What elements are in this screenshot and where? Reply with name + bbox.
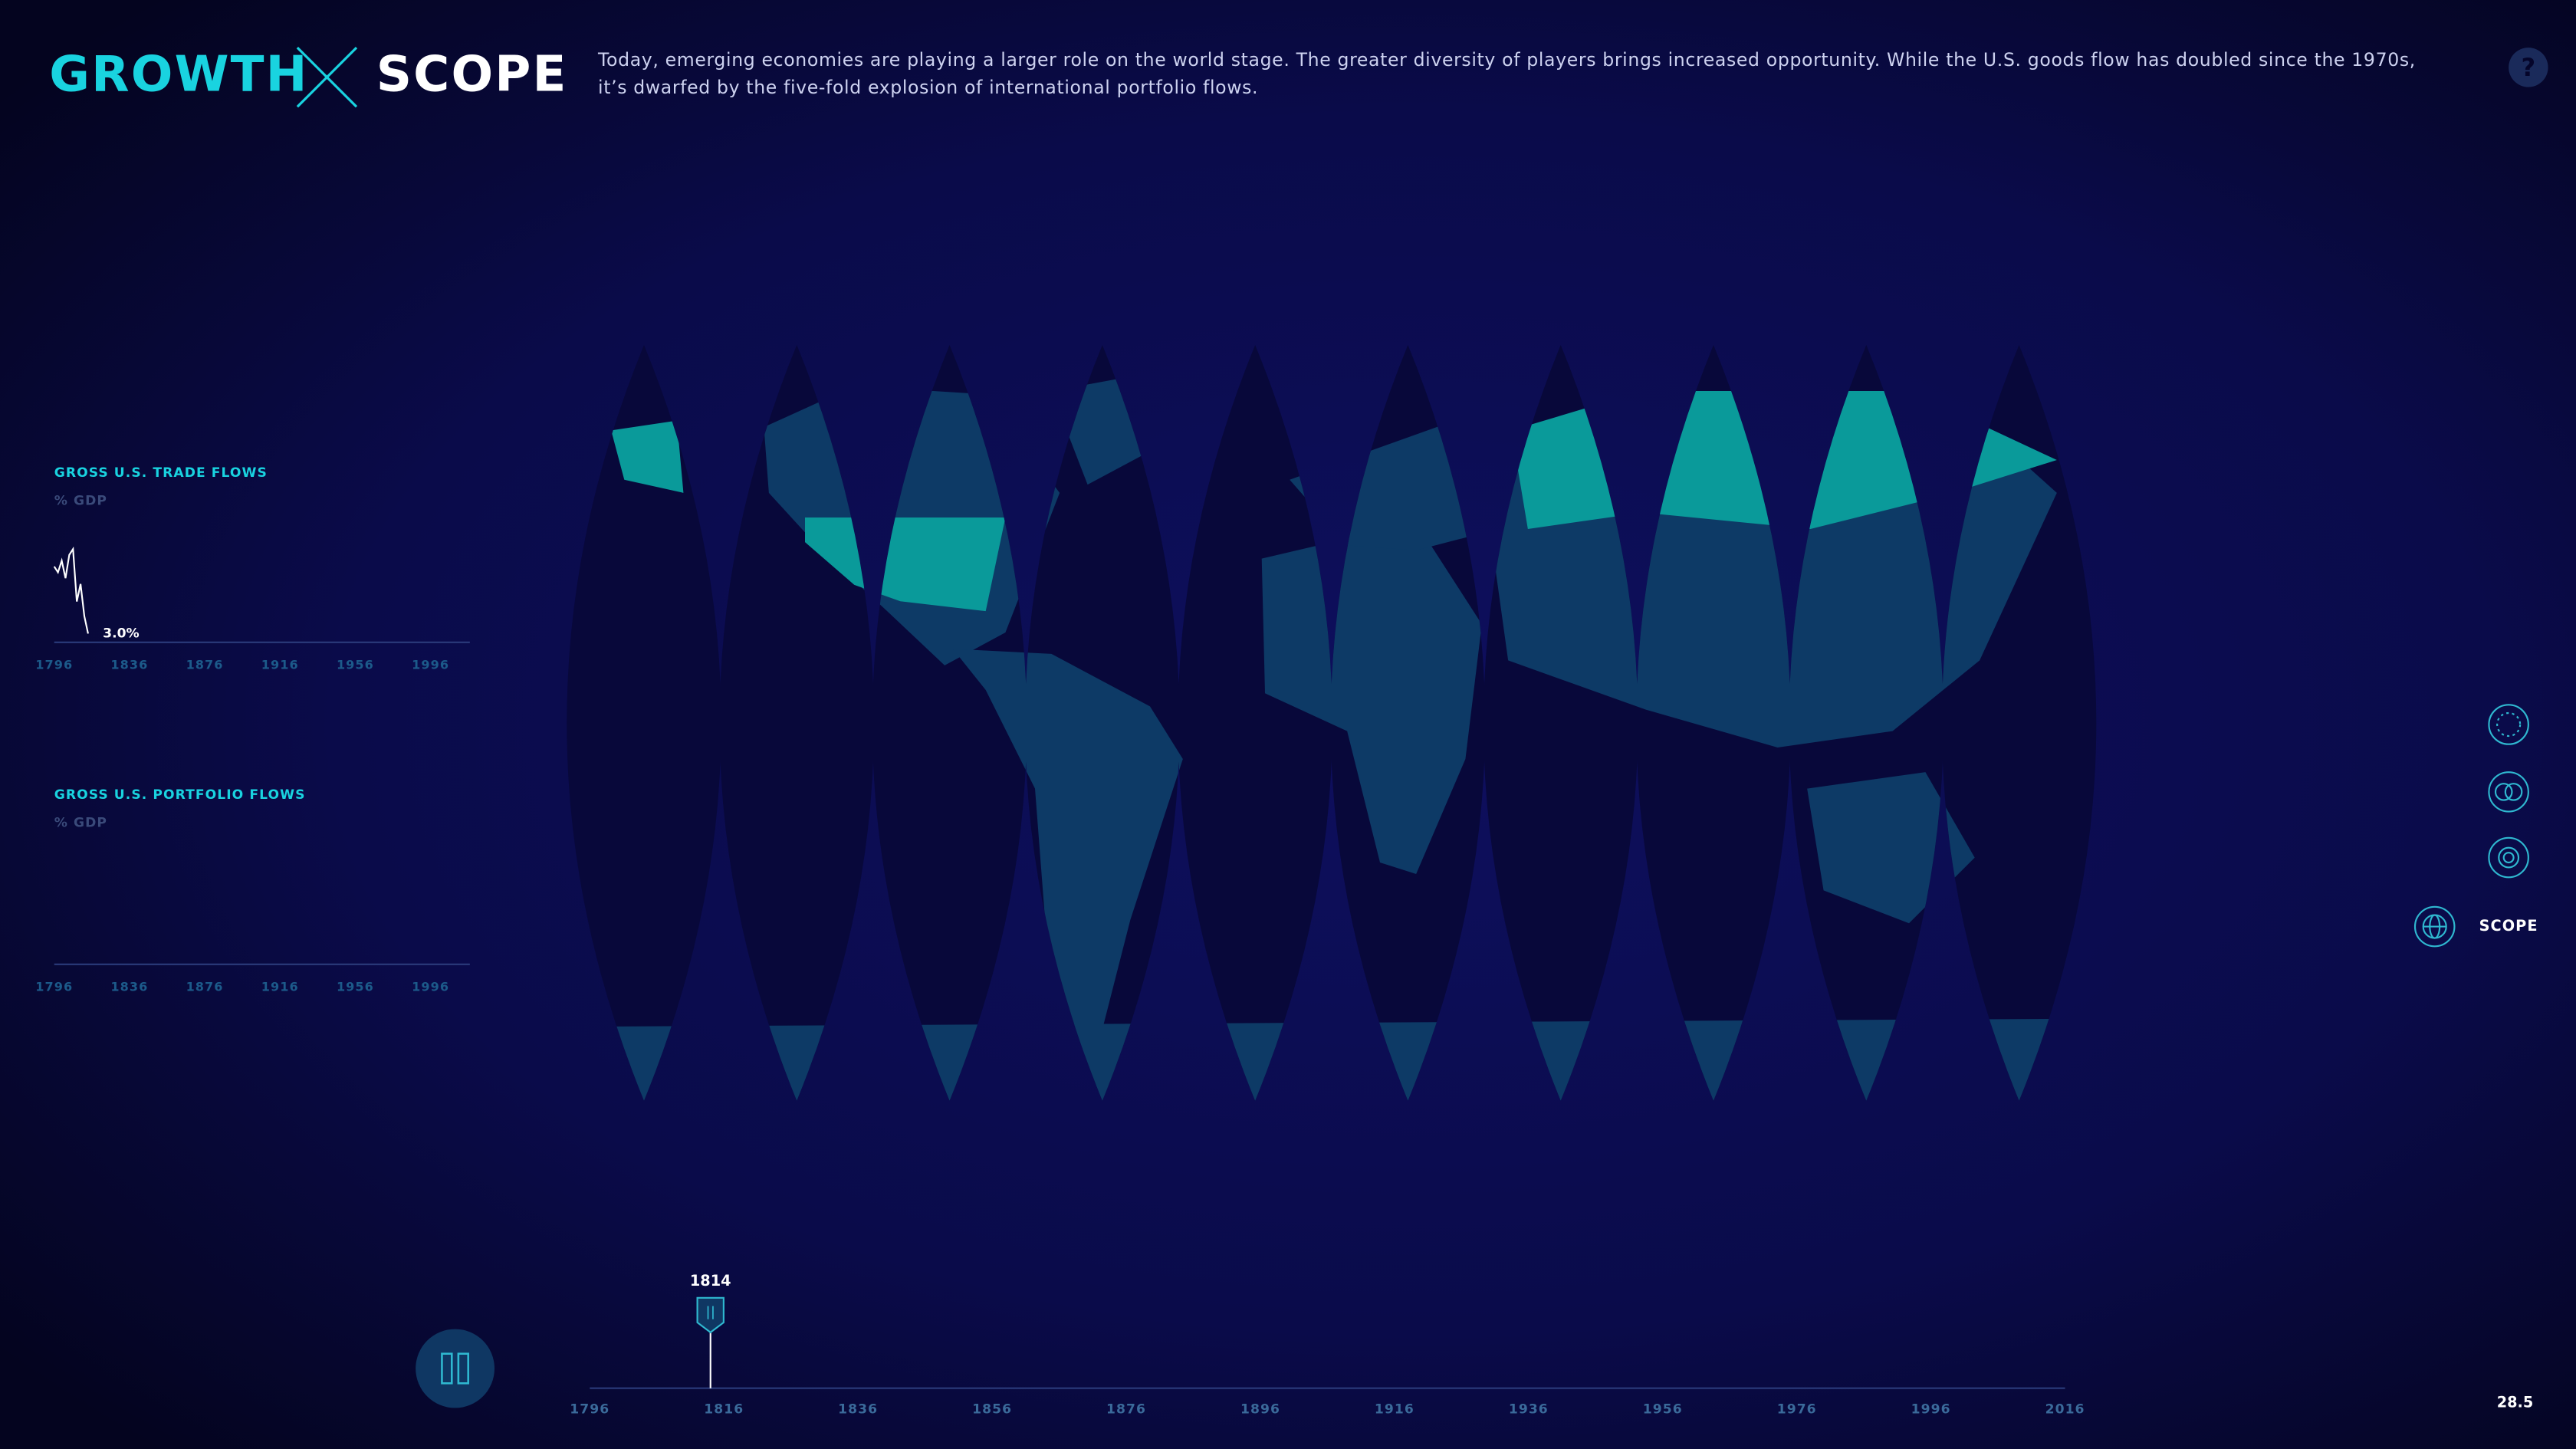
nav-icon (2494, 783, 2513, 801)
map-gore (1178, 345, 1332, 1101)
chart-subtitle: % GDP (54, 816, 107, 831)
x-tick-label: 1876 (186, 657, 224, 672)
timeline-tick-label: 1996 (1911, 1402, 1951, 1418)
current-year: 1814 (690, 1272, 731, 1290)
x-tick-label: 1796 (35, 657, 73, 672)
x-tick-label: 1836 (110, 657, 148, 672)
side-chart: GROSS U.S. PORTFOLIO FLOWS % GDP 1796 1836 1… (35, 787, 470, 994)
timeline-tick-label: 1936 (1509, 1402, 1549, 1418)
handle-head (696, 1296, 724, 1334)
title-scope: SCOPE (376, 45, 568, 103)
timeline-tick-label: 1876 (1106, 1402, 1146, 1418)
timeline-handle[interactable] (696, 1296, 724, 1388)
continent (952, 649, 1183, 1068)
nav-icon (2502, 852, 2515, 864)
timeline-tick-label: 1976 (1777, 1402, 1817, 1418)
counter: 28.5 (2497, 1394, 2534, 1411)
nav-button[interactable] (2488, 836, 2529, 879)
timeline-tick-label: 1796 (570, 1402, 610, 1418)
nav-button[interactable] (2488, 704, 2529, 745)
nav (2413, 704, 2529, 948)
value-label: 3.0% (103, 626, 140, 641)
play-button[interactable] (416, 1329, 495, 1408)
help-button[interactable] (2509, 48, 2548, 87)
x-tick-label: 1876 (186, 979, 224, 994)
x-tick-label: 1916 (261, 657, 299, 672)
pause-icon[interactable] (441, 1352, 469, 1385)
x-tick-label: 1796 (35, 979, 73, 994)
continent (1261, 522, 1482, 874)
nav-icon (2496, 711, 2522, 738)
timeline-tick-label: 1836 (838, 1402, 878, 1418)
description-line: Today, emerging economies are playing a … (597, 49, 2416, 71)
chart-subtitle: % GDP (54, 494, 107, 509)
timeline-tick-label: 1916 (1375, 1402, 1414, 1418)
help-icon[interactable]: ? (2522, 53, 2536, 82)
x-tick-label: 1836 (110, 979, 148, 994)
title-growth: GROWTH (49, 45, 308, 103)
highlight-country (805, 518, 1006, 612)
description-line: it’s dwarfed by the five-fold explosion … (598, 77, 1258, 98)
trend-line (53, 546, 89, 634)
x-tick-label: 1996 (412, 657, 449, 672)
nav-button[interactable] (2413, 905, 2456, 948)
timeline-tick-label: 1956 (1643, 1402, 1683, 1418)
x-tick-label: 1956 (337, 657, 374, 672)
nav-label[interactable]: SCOPE (2479, 917, 2538, 935)
title-cross (296, 47, 358, 108)
timeline-tick-label: 1856 (972, 1402, 1012, 1418)
chart-title: GROSS U.S. TRADE FLOWS (54, 465, 268, 481)
timeline-tick-label: 1816 (704, 1402, 744, 1418)
side-chart: GROSS U.S. TRADE FLOWS % GDP 1796 1836 1876 1… (35, 465, 470, 672)
nav-icon (2498, 846, 2520, 869)
nav-button[interactable] (2488, 771, 2529, 813)
nav-icon (2504, 783, 2523, 801)
highlight-country (611, 420, 684, 493)
timeline-tick-label: 1896 (1240, 1402, 1280, 1418)
chart-title: GROSS U.S. PORTFOLIO FLOWS (54, 787, 306, 803)
timeline-tick-label: 2016 (2045, 1402, 2085, 1418)
x-tick-label: 1996 (412, 979, 449, 994)
x-tick-label: 1956 (337, 979, 374, 994)
map-gore (567, 345, 721, 1101)
x-tick-label: 1916 (261, 979, 299, 994)
